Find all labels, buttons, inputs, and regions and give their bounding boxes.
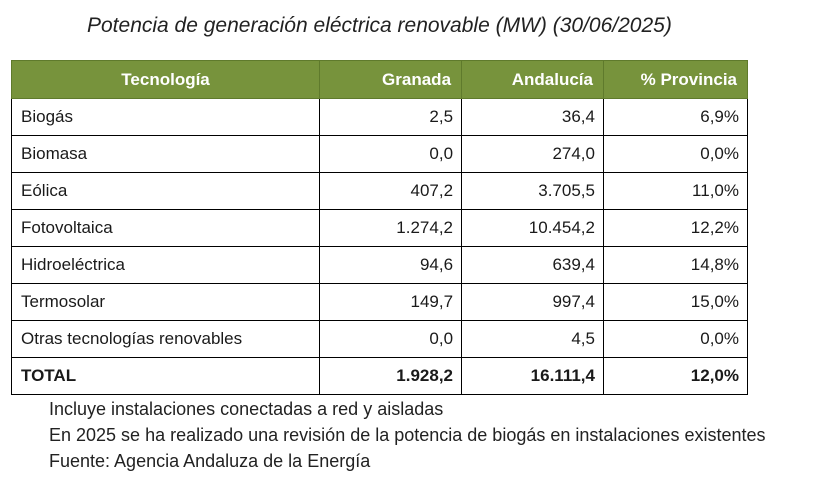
cell-andalucia: 3.705,5 — [461, 172, 604, 210]
footnote-scope: Incluye instalaciones conectadas a red y… — [49, 399, 444, 419]
footnote-source: Fuente: Agencia Andaluza de la Energía — [49, 451, 371, 471]
cell-total-provincia: 12,0% — [602, 357, 749, 395]
cell-total-label: TOTAL — [10, 357, 321, 395]
cell-tecnologia: Biomasa — [10, 135, 321, 173]
table-row: Fotovoltaica 1.274,2 10.454,2 12,2% — [10, 209, 749, 247]
cell-provincia: 11,0% — [602, 172, 749, 210]
cell-tecnologia: Eólica — [10, 172, 321, 210]
table-row: Eólica 407,2 3.705,5 11,0% — [10, 172, 749, 210]
cell-tecnologia: Otras tecnologías renovables — [10, 320, 321, 358]
cell-andalucia: 997,4 — [461, 283, 604, 321]
header-tecnologia: Tecnología — [10, 60, 321, 99]
cell-andalucia: 639,4 — [461, 246, 604, 284]
cell-granada: 0,0 — [319, 135, 463, 173]
cell-tecnologia: Fotovoltaica — [10, 209, 321, 247]
renewable-power-table: Tecnología Granada Andalucía % Provincia… — [10, 60, 749, 395]
cell-andalucia: 10.454,2 — [461, 209, 604, 247]
table-row: Otras tecnologías renovables 0,0 4,5 0,0… — [10, 320, 749, 358]
cell-andalucia: 36,4 — [461, 98, 604, 136]
table-title: Potencia de generación eléctrica renovab… — [87, 14, 672, 37]
cell-tecnologia: Biogás — [10, 98, 321, 136]
header-andalucia: Andalucía — [461, 60, 604, 99]
table-row: Termosolar 149,7 997,4 15,0% — [10, 283, 749, 321]
cell-granada: 149,7 — [319, 283, 463, 321]
table-row: Hidroeléctrica 94,6 639,4 14,8% — [10, 246, 749, 284]
header-granada: Granada — [319, 60, 463, 99]
footnote-revision: En 2025 se ha realizado una revisión de … — [49, 425, 766, 445]
table-total-row: TOTAL 1.928,2 16.111,4 12,0% — [10, 357, 749, 395]
cell-granada: 1.274,2 — [319, 209, 463, 247]
cell-tecnologia: Hidroeléctrica — [10, 246, 321, 284]
cell-granada: 94,6 — [319, 246, 463, 284]
cell-andalucia: 4,5 — [461, 320, 604, 358]
cell-granada: 407,2 — [319, 172, 463, 210]
cell-provincia: 12,2% — [602, 209, 749, 247]
cell-provincia: 0,0% — [602, 320, 749, 358]
cell-tecnologia: Termosolar — [10, 283, 321, 321]
cell-total-granada: 1.928,2 — [319, 357, 463, 395]
footnotes: Incluye instalaciones conectadas a red y… — [49, 396, 765, 474]
cell-granada: 0,0 — [319, 320, 463, 358]
cell-andalucia: 274,0 — [461, 135, 604, 173]
cell-total-andalucia: 16.111,4 — [461, 357, 604, 395]
cell-granada: 2,5 — [319, 98, 463, 136]
table-row: Biomasa 0,0 274,0 0,0% — [10, 135, 749, 173]
cell-provincia: 0,0% — [602, 135, 749, 173]
table-header-row: Tecnología Granada Andalucía % Provincia — [10, 60, 749, 99]
table-row: Biogás 2,5 36,4 6,9% — [10, 98, 749, 136]
cell-provincia: 15,0% — [602, 283, 749, 321]
cell-provincia: 6,9% — [602, 98, 749, 136]
cell-provincia: 14,8% — [602, 246, 749, 284]
header-provincia: % Provincia — [602, 60, 749, 99]
